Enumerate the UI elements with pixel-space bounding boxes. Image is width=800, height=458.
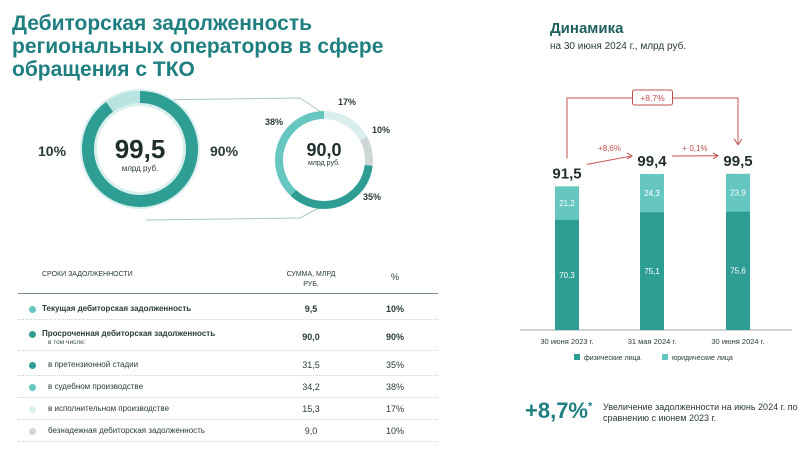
overall-change-box [632, 89, 673, 106]
legend-swatch-individuals [574, 354, 580, 360]
row-sum: 90,0 [302, 332, 320, 342]
donut-overdue-value: 90,0 [306, 140, 342, 160]
donut-overdue-unit: млрд руб. [307, 160, 340, 167]
seg-label-10: 10% [372, 125, 391, 135]
dynamics-title: Динамика [550, 20, 624, 37]
growth-asterisk: * [588, 400, 593, 413]
growth-value-text: +8,7% [525, 398, 588, 423]
header-sum: СУММА, МЛРД РУБ. [286, 271, 336, 288]
donut-total [80, 89, 200, 209]
row-pct: 10% [385, 304, 404, 314]
table-row: в претензионной стадии 31,5 35% [18, 356, 438, 376]
donut-total-value: 99,5 [114, 134, 166, 164]
table-row: Текущая дебиторская задолженность 9,5 10… [18, 300, 438, 320]
legend-label-individuals: физические лица [584, 355, 641, 362]
row-dot [29, 306, 36, 313]
row-label: в судебном производстве [48, 382, 144, 391]
donut-overdue [275, 111, 373, 209]
row-pct: 17% [385, 404, 404, 414]
change-arrowhead [712, 152, 719, 160]
header-pct: % [390, 272, 399, 282]
table-row: Просроченная дебиторская задолженность в… [18, 325, 438, 351]
bar-label-individuals: 75,1 [644, 267, 660, 276]
dynamics-chart: 70,3 21,2 91,5 30 июня 2023 г. 75,1 24,3 99,4 3… [520, 89, 792, 362]
bar-segment-individuals [640, 212, 664, 330]
bar-total-label: 99,5 [723, 153, 752, 170]
table-row: безнадежная дебиторская задолженность 9,… [18, 422, 438, 442]
row-label: в претензионной стадии [48, 360, 139, 369]
growth-value: +8,7%* [525, 398, 592, 424]
row-dot [29, 384, 36, 391]
change-label: +8,6% [598, 144, 621, 153]
row-label: безнадежная дебиторская задолженность [48, 426, 205, 435]
table-row: в исполнительном производстве 15,3 17% [18, 400, 438, 420]
row-sum: 9,0 [304, 426, 318, 436]
row-pct: 38% [385, 382, 404, 392]
bar-segment-legal-entities [726, 173, 750, 212]
change-arrow [586, 155, 633, 165]
donut-total-overdue-pct: 90% [210, 143, 239, 159]
row-dot [29, 406, 36, 413]
seg-label-35: 35% [363, 192, 382, 202]
row-pct: 10% [385, 426, 404, 436]
bar-label-legal-entities: 21,2 [559, 199, 575, 208]
row-pct: 90% [385, 332, 404, 342]
donut-total-unit: млрд руб. [121, 164, 159, 173]
seg-label-17: 17% [338, 97, 357, 107]
donut-connectors [145, 97, 331, 221]
bar-total-label: 99,4 [637, 153, 667, 170]
row-sum: 15,3 [302, 404, 320, 414]
row-label: Текущая дебиторская задолженность [42, 304, 192, 313]
row-sum: 34,2 [302, 382, 320, 392]
page-title: Дебиторская задолженность региональных о… [12, 12, 384, 81]
row-sum: 31,5 [302, 360, 320, 370]
table-header-rule [18, 293, 438, 294]
row-sublabel: в том числе: [48, 339, 86, 346]
bar-label-legal-entities: 24,3 [644, 189, 660, 198]
overall-change-bracket [566, 97, 739, 159]
overall-change-label: +8,7% [640, 93, 665, 103]
row-pct: 35% [385, 360, 404, 370]
row-label: в исполнительном производстве [48, 404, 170, 413]
change-arrowhead [626, 152, 633, 160]
bar-segment-legal-entities [555, 186, 579, 220]
row-sum: 9,5 [304, 304, 318, 314]
row-label: Просроченная дебиторская задолженность [42, 329, 216, 338]
change-label: + 0,1% [682, 144, 707, 153]
growth-note: Увеличение задолженности на июнь 2024 г.… [603, 402, 798, 423]
bar-label-individuals: 70,3 [559, 271, 575, 280]
bar-total-label: 91,5 [552, 165, 581, 182]
row-dot [29, 331, 36, 338]
seg-label-38: 38% [265, 117, 284, 127]
bar-segment-individuals [555, 219, 579, 330]
row-dot [29, 428, 36, 435]
bar-segment-individuals [726, 211, 750, 330]
legend-swatch-legal-entities [662, 354, 668, 360]
bar-label-individuals: 75,6 [730, 267, 746, 276]
bar-label-legal-entities: 23,9 [730, 189, 746, 198]
x-tick-label: 30 июня 2023 г. [540, 337, 593, 346]
bar-segment-legal-entities [640, 173, 664, 213]
overall-change-arrowhead [733, 138, 743, 146]
legend-label-legal-entities: юридические лица [672, 355, 733, 362]
header-term: СРОКИ ЗАДОЛЖЕННОСТИ [42, 271, 133, 278]
x-tick-label: 31 мая 2024 г. [628, 337, 677, 346]
table-row: в судебном производстве 34,2 38% [18, 378, 438, 398]
row-dot [29, 362, 36, 369]
dynamics-subtitle: на 30 июня 2024 г., млрд руб. [550, 41, 687, 52]
donut-total-current-pct: 10% [38, 143, 67, 159]
x-tick-label: 30 июня 2024 г. [711, 337, 764, 346]
